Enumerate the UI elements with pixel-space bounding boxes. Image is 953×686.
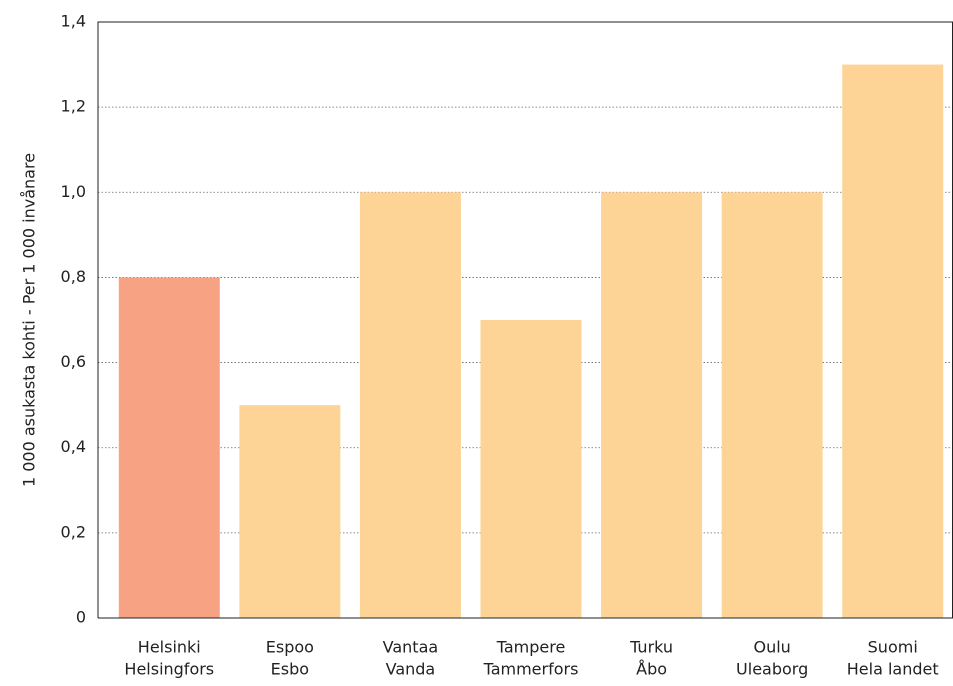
y-tick-label: 0 bbox=[76, 608, 86, 627]
x-tick-label: Vanda bbox=[386, 660, 436, 679]
y-tick-label: 1,4 bbox=[61, 12, 86, 31]
bar bbox=[480, 320, 582, 618]
x-tick-label: Oulu bbox=[753, 638, 790, 657]
x-tick-label: Tampere bbox=[496, 638, 566, 657]
y-tick-label: 1,2 bbox=[61, 97, 86, 116]
x-tick-label: Espoo bbox=[266, 638, 314, 657]
bar bbox=[239, 405, 341, 618]
y-tick-label: 0,4 bbox=[61, 437, 86, 456]
y-tick-label: 0,6 bbox=[61, 352, 86, 371]
bar bbox=[359, 192, 461, 619]
y-tick-label: 1,0 bbox=[61, 182, 86, 201]
x-tick-label: Tammerfors bbox=[483, 660, 579, 679]
y-tick-label: 0,8 bbox=[61, 267, 86, 286]
x-tick-label: Helsingfors bbox=[124, 660, 214, 679]
bar bbox=[842, 64, 944, 619]
y-axis-title: 1 000 asukasta kohti - Per 1 000 invånar… bbox=[20, 153, 39, 487]
x-tick-label: Uleaborg bbox=[736, 660, 808, 679]
y-tick-label: 0,2 bbox=[61, 522, 86, 541]
bar bbox=[118, 277, 220, 618]
x-tick-label: Hela landet bbox=[847, 660, 939, 679]
x-tick-label: Esbo bbox=[271, 660, 309, 679]
x-tick-label: Helsinki bbox=[138, 638, 201, 657]
bar bbox=[721, 192, 823, 619]
x-tick-label: Vantaa bbox=[383, 638, 439, 657]
bar bbox=[601, 192, 703, 619]
x-tick-label: Turku bbox=[629, 638, 673, 657]
x-tick-label: Suomi bbox=[868, 638, 918, 657]
x-tick-label: Åbo bbox=[636, 660, 667, 679]
